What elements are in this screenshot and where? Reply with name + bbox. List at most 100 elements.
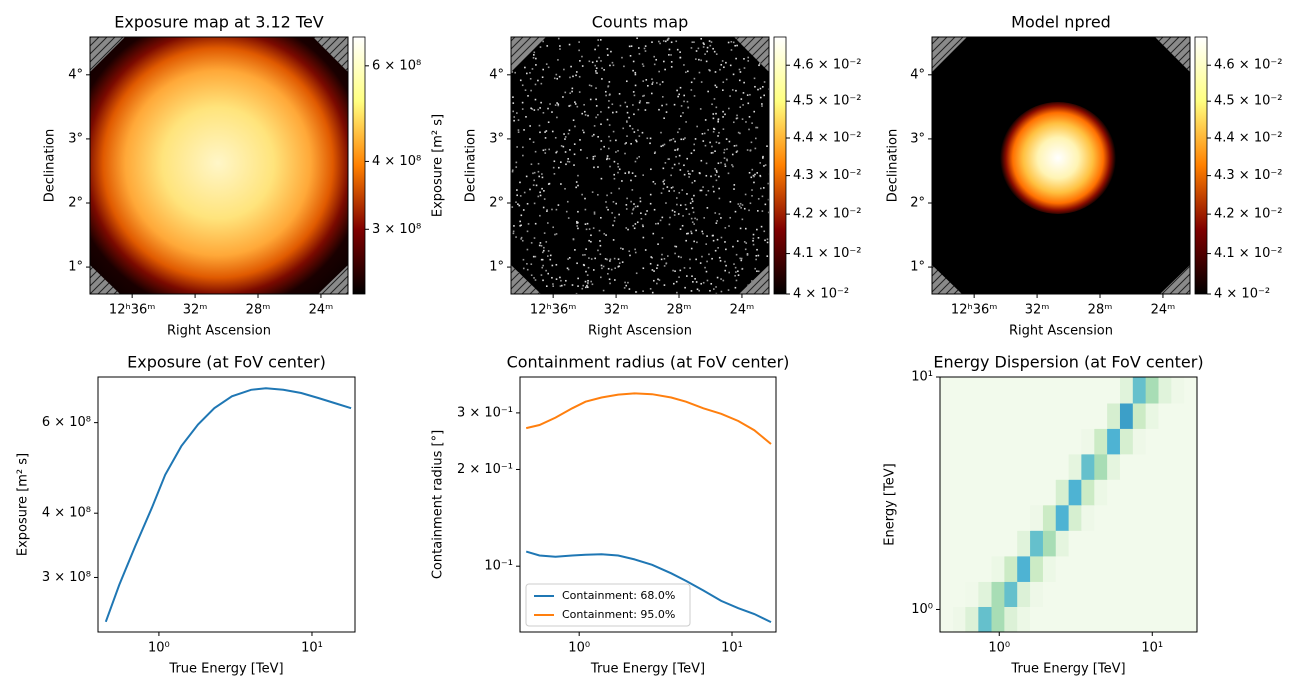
heatmap-cell xyxy=(1042,504,1057,531)
heatmap-cell xyxy=(1017,377,1031,404)
heatmap-cell xyxy=(1068,606,1082,632)
y-tick-label: 4° xyxy=(910,67,925,82)
heatmap-cell xyxy=(965,428,979,455)
y-tick-label: 1° xyxy=(489,260,504,275)
heatmap-cell xyxy=(953,402,966,429)
panel-title: Containment radius (at FoV center) xyxy=(507,353,790,372)
heatmap-cell xyxy=(1132,479,1147,506)
heatmap-cell xyxy=(1158,555,1172,582)
x-axis-label: True Energy [TeV] xyxy=(590,662,705,677)
heatmap-cell xyxy=(940,555,954,582)
x-tick-label: 10⁰ xyxy=(568,641,590,656)
x-axis-label: True Energy [TeV] xyxy=(1010,662,1125,677)
colorbar xyxy=(352,36,366,295)
heatmap-cell xyxy=(1119,504,1134,531)
line-series xyxy=(525,550,772,623)
heatmap-cell xyxy=(953,479,966,506)
x-tick-label: 24ᵐ xyxy=(730,303,755,318)
heatmap-cell xyxy=(978,453,993,480)
x-axis-label: True Energy [TeV] xyxy=(168,662,283,677)
y-tick-label: 3° xyxy=(910,131,925,146)
x-tick-label: 28ᵐ xyxy=(246,303,271,318)
heatmap-cell xyxy=(991,504,1005,531)
axes-frame xyxy=(89,36,349,295)
axes-frame xyxy=(931,36,1191,295)
panel-title: Counts map xyxy=(592,13,688,32)
heatmap-cell xyxy=(991,479,1005,506)
heatmap-cell xyxy=(1004,402,1018,429)
heatmap-cell xyxy=(1184,453,1197,480)
panel-title: Energy Dispersion (at FoV center) xyxy=(933,353,1203,372)
y-tick-label: 10¹ xyxy=(911,370,933,385)
heatmap-cell xyxy=(991,402,1005,429)
heatmap-cell xyxy=(1171,581,1185,607)
plot-area xyxy=(525,392,772,623)
panel: Exposure map at 3.12 TeV Right Ascension D… xyxy=(43,13,446,339)
heatmap-cell xyxy=(991,453,1005,480)
heatmap-cell xyxy=(965,479,979,506)
x-tick-label: 10¹ xyxy=(721,641,743,656)
y-axis-label: Containment radius [°] xyxy=(431,430,446,579)
heatmap-cell xyxy=(1132,377,1147,404)
heatmap-cell xyxy=(1107,530,1121,557)
heatmap-cell xyxy=(1132,428,1147,455)
heatmap-cell xyxy=(991,581,1005,607)
x-tick-label: 12ʰ36ᵐ xyxy=(530,303,576,318)
x-tick-label: 12ʰ36ᵐ xyxy=(951,303,997,318)
legend-label: Containment: 95.0% xyxy=(562,608,675,621)
heatmap-cell xyxy=(1158,479,1172,506)
heatmap-cell xyxy=(953,504,966,531)
colorbar-tick-label: 4.5 × 10⁻² xyxy=(1214,94,1282,109)
heatmap-cell xyxy=(1171,606,1185,632)
heatmap-cell xyxy=(1004,453,1018,480)
heatmap-cell xyxy=(965,581,979,607)
heatmap-cell xyxy=(1094,453,1108,480)
axes-frame xyxy=(510,36,770,295)
heatmap-cell xyxy=(1158,402,1172,429)
heatmap-cell xyxy=(1081,530,1095,557)
x-tick-label: 24ᵐ xyxy=(309,303,334,318)
heatmap-cell xyxy=(1004,377,1018,404)
count-pixels xyxy=(511,37,769,294)
heatmap-cell xyxy=(965,606,979,632)
colorbar xyxy=(773,36,787,295)
plot-area xyxy=(104,387,352,623)
y-axis-label: Declination xyxy=(464,129,479,203)
heatmap-cell xyxy=(940,581,954,607)
colorbar-tick-label: 3 × 10⁸ xyxy=(372,222,421,237)
plot-area xyxy=(90,37,348,294)
colorbar-tick-label: 4 × 10⁻² xyxy=(1214,287,1270,302)
x-tick-label: 32ᵐ xyxy=(183,303,208,318)
heatmap-cell xyxy=(1030,402,1044,429)
heatmap-cell xyxy=(953,377,966,404)
heatmap-cell xyxy=(1030,428,1044,455)
heatmap-cell xyxy=(1004,555,1018,582)
heatmap-cell xyxy=(965,402,979,429)
heatmap-cell xyxy=(1119,402,1134,429)
heatmap-cell xyxy=(1068,479,1082,506)
heatmap-cell xyxy=(1145,530,1159,557)
x-tick-label: 32ᵐ xyxy=(604,303,629,318)
heatmap-cell xyxy=(1055,530,1070,557)
y-tick-label: 3° xyxy=(68,131,83,146)
heatmap-cell xyxy=(1171,428,1185,455)
panel-title: Exposure (at FoV center) xyxy=(127,353,326,372)
heatmap-cell xyxy=(1184,555,1197,582)
colorbar-tick-label: 4.6 × 10⁻² xyxy=(1214,58,1282,73)
y-tick-label: 2° xyxy=(910,195,925,210)
colorbar-tick-label: 4.2 × 10⁻² xyxy=(793,207,861,222)
heatmap-cell xyxy=(1158,428,1172,455)
heatmap-cell xyxy=(1017,555,1031,582)
x-tick-label: 10¹ xyxy=(301,641,323,656)
heatmap-cell xyxy=(1055,606,1070,632)
heatmap-cell xyxy=(1068,428,1082,455)
y-axis-label: Energy [TeV] xyxy=(883,463,898,545)
heatmap-cell xyxy=(978,428,993,455)
legend-box xyxy=(525,583,691,627)
heatmap-cell xyxy=(1042,606,1057,632)
panel: Counts map Right Ascension Declination 12ʰ3… xyxy=(464,13,862,339)
heatmap-cell xyxy=(1184,402,1197,429)
heatmap-cell xyxy=(1017,453,1031,480)
heatmap-cell xyxy=(1068,581,1082,607)
heatmap-cell xyxy=(1171,377,1185,404)
